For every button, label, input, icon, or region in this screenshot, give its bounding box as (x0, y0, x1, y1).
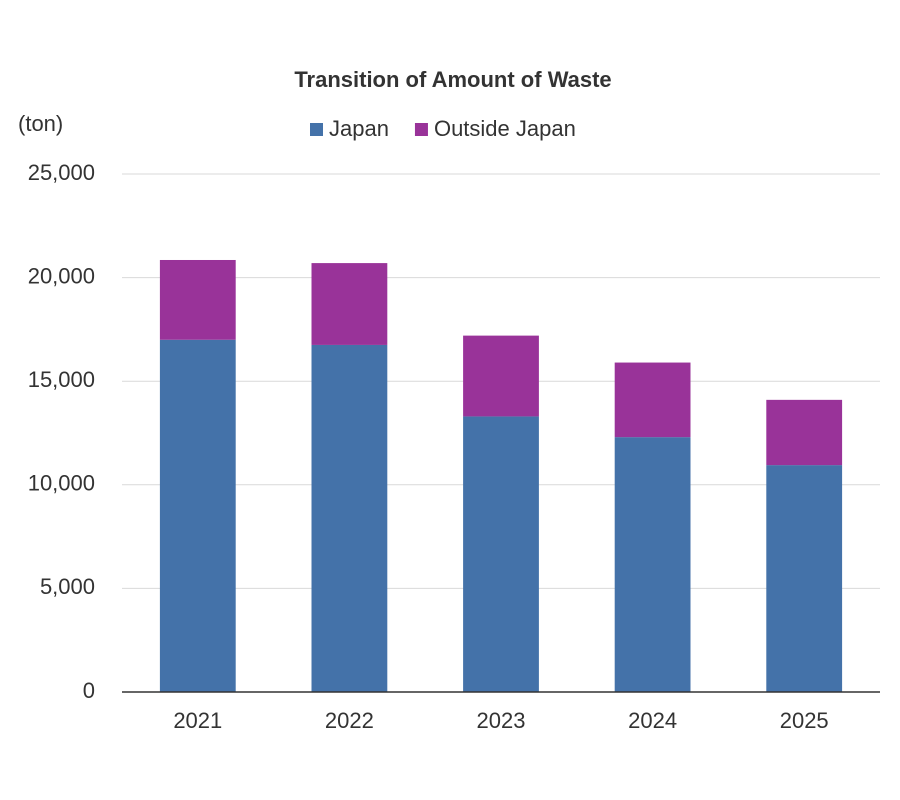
legend-swatch (310, 123, 323, 136)
bar-segment (159, 339, 236, 692)
chart-title: Transition of Amount of Waste (294, 67, 611, 92)
y-tick-label: 5,000 (40, 574, 95, 599)
y-tick-label: 20,000 (28, 263, 95, 288)
y-tick-label: 25,000 (28, 160, 95, 185)
bar-segment (463, 335, 539, 417)
y-tick-label: 10,000 (28, 471, 95, 496)
bar-segment (311, 344, 388, 692)
legend: Japan Outside Japan (310, 116, 576, 141)
bar-segment (614, 437, 691, 692)
grid: 0 5,000 10,000 15,000 20,000 25,000 (28, 160, 880, 703)
bar-segment (766, 465, 843, 692)
bar-segment (766, 399, 843, 466)
legend-swatch (414, 123, 428, 136)
bars: 2021 2022 2023 2024 2025 (122, 259, 880, 733)
legend-label: Japan (329, 116, 389, 141)
x-tick-label: 2021 (173, 708, 222, 733)
y-tick-label: 0 (83, 678, 95, 703)
x-tick-label: 2022 (325, 708, 374, 733)
x-tick-label: 2025 (780, 708, 829, 733)
bar-segment (159, 259, 236, 340)
bar-segment (311, 263, 388, 345)
y-tick-label: 15,000 (28, 367, 95, 392)
y-axis-label: (ton) (18, 111, 63, 136)
x-tick-label: 2023 (477, 708, 526, 733)
legend-label: Outside Japan (434, 116, 576, 141)
bar-segment (463, 416, 539, 692)
x-tick-label: 2024 (628, 708, 677, 733)
bar-segment (614, 362, 691, 438)
